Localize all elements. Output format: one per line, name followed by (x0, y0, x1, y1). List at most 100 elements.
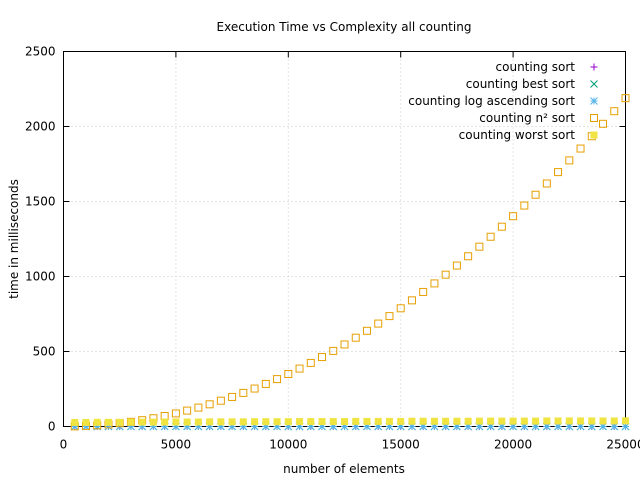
data-point (520, 422, 529, 431)
data-point (318, 422, 326, 431)
series-3 (70, 94, 630, 431)
data-point (408, 417, 416, 425)
data-point (306, 358, 315, 367)
data-point (70, 422, 79, 431)
data-point (587, 422, 596, 431)
data-point (464, 422, 472, 431)
data-point (351, 422, 360, 431)
data-point (239, 422, 248, 431)
data-point (341, 418, 348, 426)
data-point (284, 422, 293, 431)
y-tick-label: 1000 (25, 270, 56, 284)
data-point (453, 422, 461, 431)
data-point (228, 392, 237, 401)
data-point (318, 353, 327, 362)
data-point (217, 422, 225, 431)
data-point (262, 418, 270, 426)
data-point (588, 417, 596, 425)
data-point (543, 417, 551, 425)
data-point (160, 412, 169, 420)
data-point (520, 201, 529, 210)
data-point (374, 417, 382, 425)
legend: counting sort counting best sort counting … (408, 60, 598, 142)
data-point (127, 418, 135, 426)
data-point (261, 379, 270, 388)
data-point (138, 418, 146, 426)
data-point (430, 417, 438, 425)
data-point (565, 417, 573, 425)
series-4 (71, 417, 629, 426)
data-point (239, 388, 248, 397)
data-point (565, 156, 574, 165)
data-point (273, 375, 282, 384)
legend-entry: counting best sort (466, 77, 598, 91)
data-point (239, 418, 247, 426)
data-point (397, 417, 405, 425)
legend-label: counting best sort (466, 77, 576, 91)
data-point (453, 417, 461, 425)
data-point (340, 340, 349, 349)
data-point (475, 242, 484, 251)
data-point (531, 422, 540, 431)
data-point (194, 418, 202, 426)
data-point (599, 422, 607, 431)
data-point (273, 422, 281, 431)
data-point (295, 364, 304, 373)
y-axis-label: time in milliseconds (7, 179, 21, 299)
data-point (577, 417, 585, 425)
data-point (509, 422, 517, 431)
data-point (498, 422, 506, 431)
data-point (396, 304, 405, 313)
data-point (486, 232, 495, 241)
series-layer (70, 94, 630, 431)
data-point (599, 119, 608, 128)
data-point (430, 279, 439, 288)
data-point (261, 422, 270, 431)
data-point (183, 418, 191, 426)
data-point (82, 418, 90, 426)
data-point (149, 422, 158, 431)
legend-entry: counting sort (496, 60, 598, 74)
data-point (532, 417, 540, 425)
x-axis-label: number of elements (283, 462, 405, 476)
data-point (318, 418, 326, 426)
y-tick-label: 2500 (25, 45, 56, 59)
data-point (374, 422, 383, 431)
data-point (621, 422, 630, 431)
data-point (419, 422, 428, 431)
data-point (554, 422, 562, 431)
data-point (149, 418, 157, 426)
data-point (497, 222, 506, 231)
legend-label: counting sort (496, 60, 576, 74)
data-point (284, 418, 292, 426)
data-point (554, 168, 563, 177)
data-point (487, 417, 495, 425)
data-point (93, 422, 102, 431)
data-point (351, 333, 360, 342)
data-point (542, 179, 551, 188)
data-point (442, 417, 450, 425)
data-point (160, 422, 169, 431)
data-point (307, 418, 315, 426)
data-point (306, 422, 315, 431)
chart-title: Execution Time vs Complexity all countin… (217, 20, 472, 34)
data-point (464, 417, 472, 425)
data-point (419, 417, 427, 425)
data-point (554, 417, 562, 425)
data-point (205, 400, 214, 409)
data-point (408, 422, 416, 431)
grid (63, 51, 626, 427)
data-point (205, 422, 214, 431)
y-tick-label: 1500 (25, 195, 56, 209)
data-point (363, 422, 371, 431)
data-point (228, 418, 236, 426)
data-point (419, 287, 428, 296)
data-point (251, 418, 259, 426)
data-point (498, 417, 506, 425)
data-point (71, 418, 79, 426)
data-point (340, 422, 349, 431)
data-point (622, 417, 629, 425)
data-point (172, 418, 180, 426)
x-tick-label: 15000 (382, 438, 420, 452)
legend-marker (590, 97, 598, 105)
